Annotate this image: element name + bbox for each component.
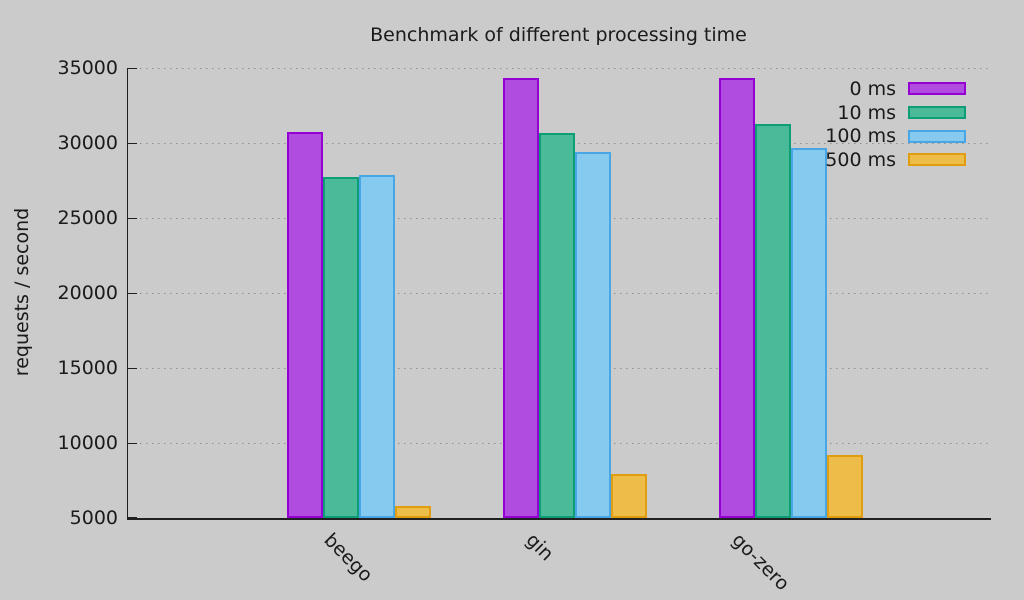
- y-tick-label: 35000: [57, 57, 118, 79]
- y-tick-mark: [128, 443, 137, 444]
- bar-500ms-go-zero: [827, 455, 863, 518]
- bar-100ms-gin: [575, 152, 611, 518]
- legend-row: 10 ms: [760, 101, 966, 125]
- bar-0ms-gin: [503, 78, 539, 518]
- legend-label: 10 ms: [837, 101, 896, 124]
- legend-label: 100 ms: [825, 125, 896, 148]
- bar-10ms-go-zero: [755, 124, 791, 518]
- legend-label: 500 ms: [825, 148, 896, 171]
- bar-0ms-beego: [287, 132, 323, 518]
- legend-label: 0 ms: [849, 77, 896, 100]
- gridline: [128, 68, 991, 69]
- y-tick-label: 20000: [57, 282, 118, 304]
- legend-row: 500 ms: [760, 148, 966, 172]
- y-tick-label: 5000: [69, 507, 118, 529]
- bar-500ms-gin: [611, 474, 647, 518]
- y-tick-label: 10000: [57, 432, 118, 454]
- plot-area: [127, 68, 991, 520]
- y-tick-mark: [128, 143, 137, 144]
- bar-10ms-beego: [323, 177, 359, 518]
- x-category-label: gin: [521, 529, 558, 566]
- bar-10ms-gin: [539, 133, 575, 518]
- x-category-label: beego: [319, 529, 377, 587]
- bar-100ms-beego: [359, 175, 395, 518]
- legend-swatch: [908, 153, 966, 167]
- bar-0ms-go-zero: [719, 78, 755, 518]
- y-tick-label: 30000: [57, 132, 118, 154]
- legend-row: 100 ms: [760, 124, 966, 148]
- x-category-label: go-zero: [727, 529, 794, 596]
- y-tick-mark: [128, 517, 137, 518]
- legend-swatch: [908, 106, 966, 120]
- y-tick-mark: [128, 68, 137, 69]
- legend-swatch: [908, 129, 966, 143]
- bar-100ms-go-zero: [791, 148, 827, 518]
- bar-500ms-beego: [395, 506, 431, 518]
- y-tick-mark: [128, 218, 137, 219]
- legend: 0 ms 10 ms 100 ms 500 ms: [760, 77, 966, 172]
- y-tick-label: 25000: [57, 207, 118, 229]
- legend-row: 0 ms: [760, 77, 966, 101]
- legend-swatch: [908, 82, 966, 96]
- chart-title: Benchmark of different processing time: [370, 24, 747, 46]
- y-tick-mark: [128, 368, 137, 369]
- y-tick-label: 15000: [57, 357, 118, 379]
- y-tick-mark: [128, 293, 137, 294]
